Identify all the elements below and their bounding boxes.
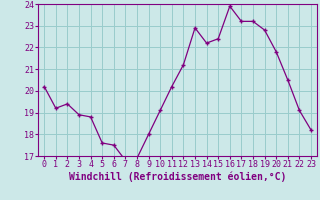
X-axis label: Windchill (Refroidissement éolien,°C): Windchill (Refroidissement éolien,°C) [69,172,286,182]
